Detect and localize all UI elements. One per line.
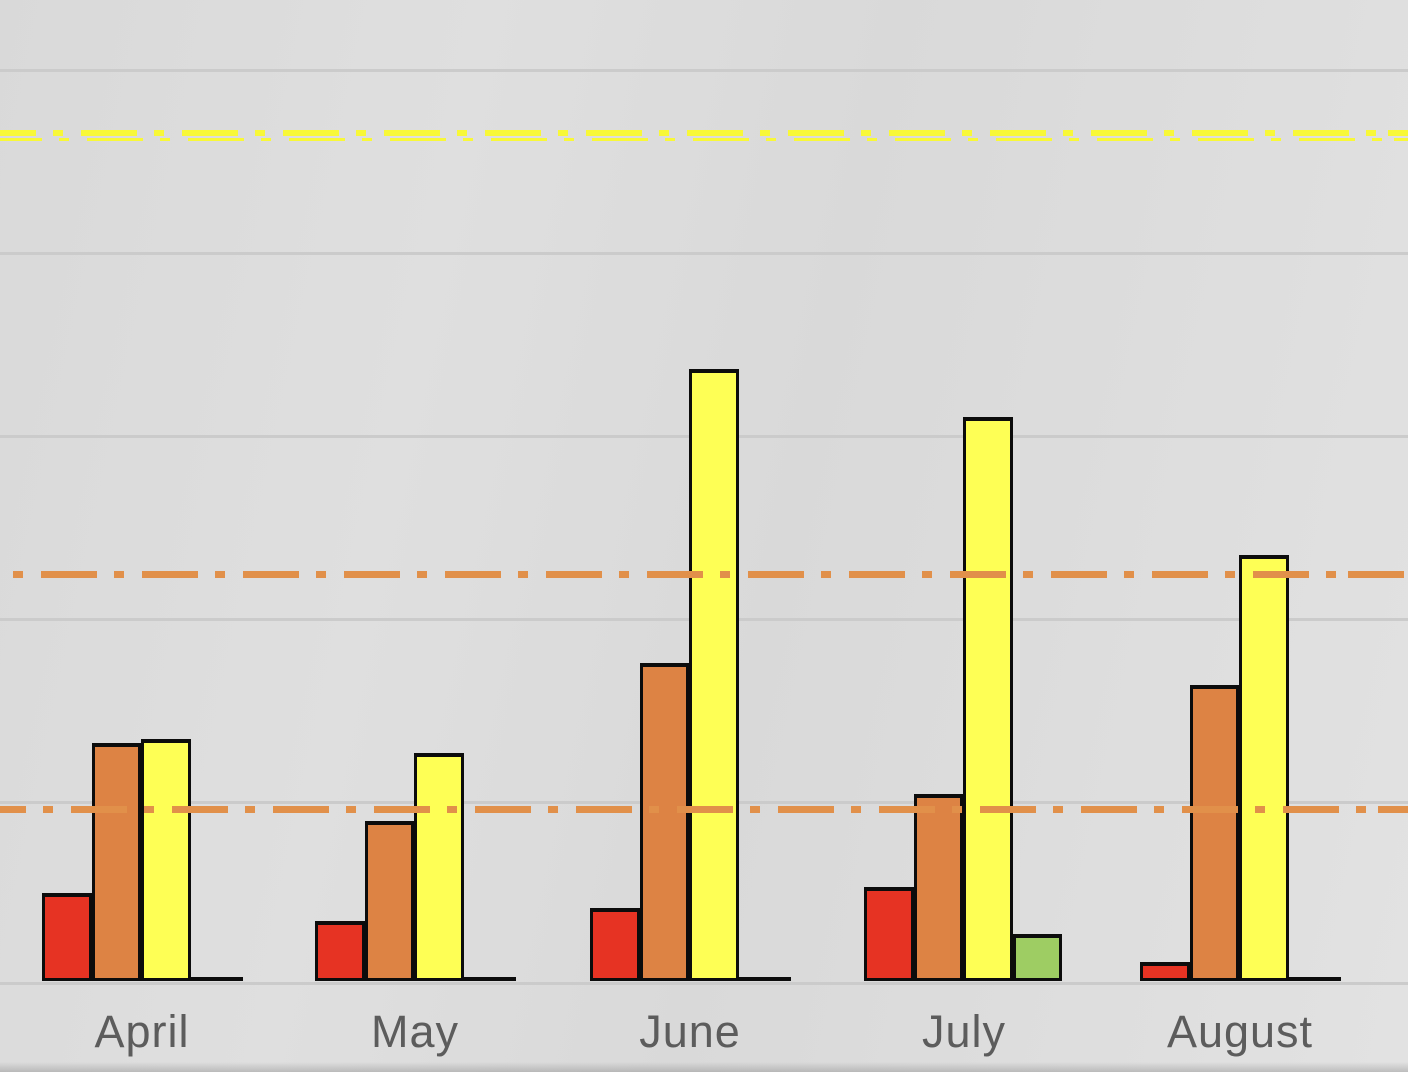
bar-orange-august <box>1189 685 1239 981</box>
bar-red-june <box>590 908 640 981</box>
bar-orange-july <box>913 794 963 981</box>
x-axis-label-may: May <box>370 1006 460 1057</box>
bar-yellow-april <box>141 739 191 981</box>
bar-yellow-june <box>689 369 739 981</box>
x-axis-label-july: July <box>921 1006 1007 1057</box>
gridline-5 <box>0 982 1408 985</box>
bar-red-may <box>315 921 365 981</box>
zero-bar-green-june <box>738 977 791 981</box>
orange-dashdot-1-reference-line <box>0 571 1408 578</box>
x-axis-label-april: April <box>94 1006 190 1057</box>
zero-bar-green-august <box>1288 977 1341 981</box>
yellow-dashdot-lower-reference-line <box>0 138 1408 141</box>
zero-bar-green-april <box>190 977 243 981</box>
bottom-edge-shadow <box>0 1062 1408 1072</box>
bar-yellow-may <box>414 753 464 981</box>
x-axis-label-august: August <box>1166 1006 1314 1057</box>
bar-green-july <box>1012 934 1062 981</box>
x-axis-label-june: June <box>639 1006 741 1057</box>
bar-orange-april <box>91 743 141 981</box>
bar-orange-may <box>364 821 414 981</box>
orange-dashdot-2-reference-line <box>0 806 1408 813</box>
bar-red-august <box>1140 962 1190 981</box>
bar-red-july <box>864 887 914 981</box>
gridline-0 <box>0 69 1408 72</box>
bar-red-april <box>42 893 92 981</box>
bar-yellow-august <box>1239 555 1289 981</box>
bar-orange-june <box>639 663 689 981</box>
gridline-1 <box>0 252 1408 255</box>
zero-bar-green-may <box>463 977 516 981</box>
yellow-dashdot-upper-reference-line <box>0 130 1408 136</box>
bar-yellow-july <box>963 417 1013 981</box>
